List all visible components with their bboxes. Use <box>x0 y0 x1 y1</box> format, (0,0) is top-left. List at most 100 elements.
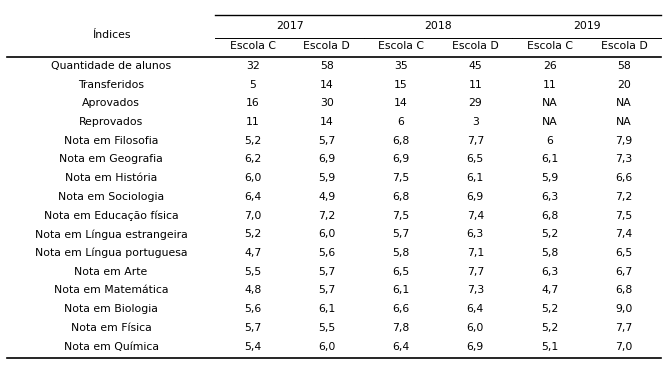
Text: 7,0: 7,0 <box>615 342 633 352</box>
Text: 14: 14 <box>320 117 333 127</box>
Text: 5,9: 5,9 <box>318 173 335 183</box>
Text: 11: 11 <box>543 80 556 90</box>
Text: 5: 5 <box>249 80 256 90</box>
Text: 6,5: 6,5 <box>467 155 484 164</box>
Text: 4,8: 4,8 <box>244 285 261 296</box>
Text: 58: 58 <box>617 61 631 71</box>
Text: Nota em Filosofia: Nota em Filosofia <box>64 136 158 146</box>
Text: 6,9: 6,9 <box>467 192 484 202</box>
Text: Escola D: Escola D <box>452 41 499 51</box>
Text: Escola C: Escola C <box>526 41 573 51</box>
Text: 7,5: 7,5 <box>615 211 633 221</box>
Text: 6,5: 6,5 <box>392 267 410 277</box>
Text: Nota em Física: Nota em Física <box>71 323 151 333</box>
Text: 6,8: 6,8 <box>392 192 410 202</box>
Text: 6,1: 6,1 <box>318 304 335 314</box>
Text: 5,7: 5,7 <box>392 229 410 239</box>
Text: 6,1: 6,1 <box>467 173 484 183</box>
Text: 6,3: 6,3 <box>541 267 558 277</box>
Text: 5,8: 5,8 <box>392 248 410 258</box>
Text: 7,5: 7,5 <box>392 211 410 221</box>
Text: 4,9: 4,9 <box>318 192 335 202</box>
Text: 5,9: 5,9 <box>541 173 558 183</box>
Text: 6,6: 6,6 <box>615 173 633 183</box>
Text: 7,1: 7,1 <box>467 248 484 258</box>
Text: Nota em Língua portuguesa: Nota em Língua portuguesa <box>34 248 188 258</box>
Text: Aprovados: Aprovados <box>82 98 140 108</box>
Text: NA: NA <box>616 117 632 127</box>
Text: 20: 20 <box>617 80 631 90</box>
Text: 6,0: 6,0 <box>318 342 335 352</box>
Text: 7,5: 7,5 <box>392 173 410 183</box>
Text: 14: 14 <box>320 80 333 90</box>
Text: 7,3: 7,3 <box>467 285 484 296</box>
Text: 6,8: 6,8 <box>615 285 633 296</box>
Text: 6,0: 6,0 <box>467 323 484 333</box>
Text: 6,3: 6,3 <box>467 229 484 239</box>
Text: 2019: 2019 <box>573 20 601 31</box>
Text: 29: 29 <box>469 98 482 108</box>
Text: 30: 30 <box>320 98 333 108</box>
Text: 6,9: 6,9 <box>392 155 410 164</box>
Text: 9,0: 9,0 <box>615 304 633 314</box>
Text: 4,7: 4,7 <box>244 248 261 258</box>
Text: 5,8: 5,8 <box>541 248 558 258</box>
Text: Nota em Geografia: Nota em Geografia <box>59 155 163 164</box>
Text: 11: 11 <box>469 80 482 90</box>
Text: 6: 6 <box>546 136 553 146</box>
Text: 6,6: 6,6 <box>392 304 410 314</box>
Text: NA: NA <box>542 117 558 127</box>
Text: Nota em Biologia: Nota em Biologia <box>64 304 158 314</box>
Text: 6,0: 6,0 <box>318 229 335 239</box>
Text: 5,6: 5,6 <box>318 248 335 258</box>
Text: 6,9: 6,9 <box>318 155 335 164</box>
Text: 7,3: 7,3 <box>615 155 633 164</box>
Text: 5,5: 5,5 <box>318 323 335 333</box>
Text: NA: NA <box>616 98 632 108</box>
Text: 5,2: 5,2 <box>244 229 261 239</box>
Text: 2018: 2018 <box>424 20 452 31</box>
Text: Nota em Sociologia: Nota em Sociologia <box>58 192 164 202</box>
Text: 3: 3 <box>472 117 479 127</box>
Text: 32: 32 <box>246 61 259 71</box>
Text: 58: 58 <box>320 61 333 71</box>
Text: Nota em Língua estrangeira: Nota em Língua estrangeira <box>34 229 188 240</box>
Text: 7,9: 7,9 <box>615 136 633 146</box>
Text: 7,4: 7,4 <box>467 211 484 221</box>
Text: 7,2: 7,2 <box>615 192 633 202</box>
Text: Transferidos: Transferidos <box>78 80 144 90</box>
Text: Escola C: Escola C <box>229 41 276 51</box>
Text: Índices: Índices <box>91 30 131 40</box>
Text: 7,0: 7,0 <box>244 211 261 221</box>
Text: Nota em Educação física: Nota em Educação física <box>44 210 178 221</box>
Text: Escola D: Escola D <box>601 41 647 51</box>
Text: 7,7: 7,7 <box>615 323 633 333</box>
Text: 7,2: 7,2 <box>318 211 335 221</box>
Text: 5,7: 5,7 <box>244 323 261 333</box>
Text: 5,7: 5,7 <box>318 136 335 146</box>
Text: 6,4: 6,4 <box>392 342 410 352</box>
Text: 5,2: 5,2 <box>244 136 261 146</box>
Text: 5,1: 5,1 <box>541 342 558 352</box>
Text: Escola D: Escola D <box>304 41 350 51</box>
Text: 45: 45 <box>469 61 482 71</box>
Text: 7,7: 7,7 <box>467 136 484 146</box>
Text: 6,1: 6,1 <box>541 155 558 164</box>
Text: Quantidade de alunos: Quantidade de alunos <box>51 61 171 71</box>
Text: Nota em Matemática: Nota em Matemática <box>54 285 168 296</box>
Text: 26: 26 <box>543 61 556 71</box>
Text: 5,6: 5,6 <box>244 304 261 314</box>
Text: 6: 6 <box>398 117 404 127</box>
Text: 16: 16 <box>246 98 259 108</box>
Text: 5,5: 5,5 <box>244 267 261 277</box>
Text: Nota em Química: Nota em Química <box>64 342 158 352</box>
Text: 14: 14 <box>394 98 408 108</box>
Text: 6,4: 6,4 <box>467 304 484 314</box>
Text: 7,8: 7,8 <box>392 323 410 333</box>
Text: 5,2: 5,2 <box>541 304 558 314</box>
Text: Reprovados: Reprovados <box>79 117 143 127</box>
Text: 5,7: 5,7 <box>318 267 335 277</box>
Text: 5,2: 5,2 <box>541 229 558 239</box>
Text: 11: 11 <box>246 117 259 127</box>
Text: 7,4: 7,4 <box>615 229 633 239</box>
